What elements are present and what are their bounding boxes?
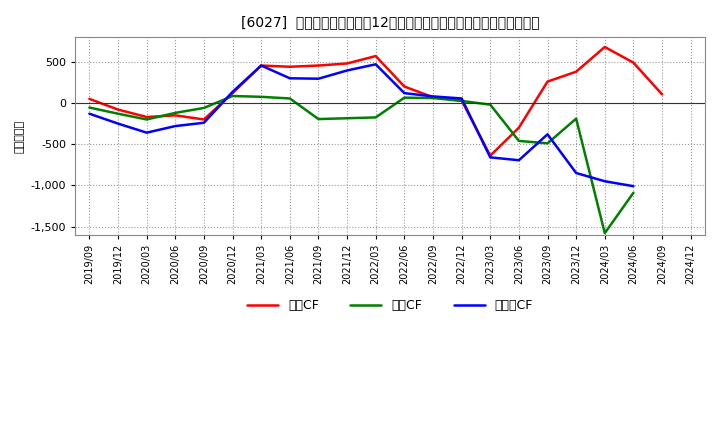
フリーCF	[85, 111, 94, 116]
投資CF	[600, 231, 609, 236]
フリーCF	[400, 91, 409, 96]
投資CF	[199, 105, 208, 110]
営業CF	[428, 95, 437, 100]
投資CF	[314, 117, 323, 122]
営業CF	[228, 91, 237, 96]
投資CF	[372, 115, 380, 120]
営業CF	[171, 113, 179, 118]
営業CF	[543, 79, 552, 84]
フリーCF	[543, 132, 552, 137]
フリーCF	[314, 76, 323, 81]
フリーCF	[572, 170, 580, 176]
フリーCF	[515, 158, 523, 163]
投資CF	[629, 190, 638, 195]
フリーCF	[457, 96, 466, 101]
Y-axis label: （百万円）: （百万円）	[15, 119, 25, 153]
営業CF	[257, 63, 266, 68]
投資CF	[85, 105, 94, 110]
投資CF	[543, 141, 552, 146]
フリーCF	[600, 179, 609, 184]
フリーCF	[114, 121, 122, 126]
投資CF	[171, 110, 179, 116]
営業CF	[629, 60, 638, 65]
フリーCF	[171, 124, 179, 129]
フリーCF	[286, 76, 294, 81]
投資CF	[515, 138, 523, 143]
営業CF	[372, 53, 380, 59]
Line: 営業CF: 営業CF	[89, 47, 662, 156]
フリーCF	[372, 62, 380, 67]
投資CF	[400, 95, 409, 100]
営業CF	[199, 117, 208, 122]
フリーCF	[486, 155, 495, 160]
投資CF	[343, 116, 351, 121]
営業CF	[600, 44, 609, 50]
投資CF	[572, 116, 580, 121]
営業CF	[572, 69, 580, 74]
営業CF	[343, 61, 351, 66]
Title: [6027]  キャッシュフローの12か月移動合計の対前年同期増減額の推移: [6027] キャッシュフローの12か月移動合計の対前年同期増減額の推移	[240, 15, 539, 29]
フリーCF	[428, 94, 437, 99]
投資CF	[257, 94, 266, 99]
営業CF	[658, 92, 667, 97]
営業CF	[286, 64, 294, 70]
営業CF	[314, 63, 323, 68]
投資CF	[228, 93, 237, 99]
投資CF	[486, 102, 495, 107]
フリーCF	[257, 63, 266, 68]
投資CF	[114, 111, 122, 116]
投資CF	[286, 96, 294, 101]
Line: 投資CF: 投資CF	[89, 96, 634, 233]
投資CF	[143, 117, 151, 122]
営業CF	[486, 153, 495, 158]
フリーCF	[629, 183, 638, 189]
フリーCF	[143, 130, 151, 135]
営業CF	[143, 114, 151, 120]
Legend: 営業CF, 投資CF, フリーCF: 営業CF, 投資CF, フリーCF	[242, 294, 539, 318]
フリーCF	[199, 120, 208, 125]
フリーCF	[343, 68, 351, 73]
投資CF	[457, 98, 466, 103]
投資CF	[428, 95, 437, 101]
Line: フリーCF: フリーCF	[89, 64, 634, 186]
営業CF	[85, 96, 94, 102]
フリーCF	[228, 89, 237, 95]
営業CF	[515, 125, 523, 130]
営業CF	[400, 84, 409, 89]
営業CF	[114, 107, 122, 112]
営業CF	[457, 98, 466, 103]
